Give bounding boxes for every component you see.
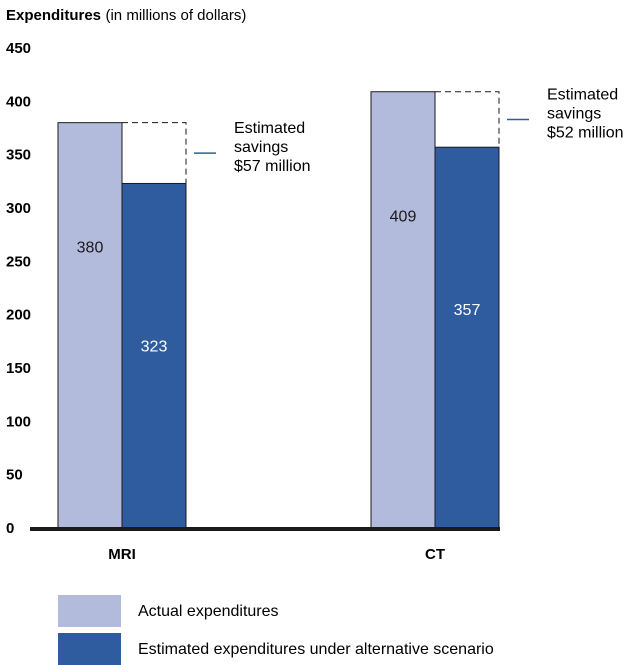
y-axis-title: Expenditures (in millions of dollars) (6, 7, 246, 24)
legend-label-actual: Actual expenditures (138, 603, 279, 620)
y-tick-label: 50 (6, 467, 23, 484)
mri-value-label-actual: 380 (77, 240, 104, 257)
mri-bar-estimated (121, 182, 187, 529)
legend-label-estimated: Estimated expenditures under alternative… (138, 641, 494, 658)
y-tick-label: 350 (6, 147, 31, 164)
y-tick-label: 100 (6, 413, 31, 430)
mri-bar-actual (57, 122, 123, 529)
y-tick-label: 300 (6, 200, 31, 217)
bars-group: 380 323 409 357 (57, 91, 500, 529)
mri-value-label-estimated: 323 (141, 338, 168, 355)
category-label-mri: MRI (108, 546, 136, 563)
y-tick-label: 400 (6, 93, 31, 110)
mri-savings-annotation: Estimated savings $57 million (234, 120, 310, 175)
ct-bar-estimated (434, 146, 500, 529)
y-axis-label: Expenditures (6, 7, 101, 24)
category-label-ct: CT (425, 546, 445, 563)
mri-savings-outline (122, 122, 187, 184)
y-axis-unit: (in millions of dollars) (105, 7, 246, 24)
ct-bar-actual (370, 91, 436, 529)
y-tick-label: 200 (6, 307, 31, 324)
ct-value-label-actual: 409 (390, 209, 417, 226)
y-tick-label: 450 (6, 40, 31, 57)
ct-savings-outline (435, 91, 500, 148)
ct-value-label-estimated: 357 (454, 302, 481, 319)
legend-swatch-actual (58, 595, 121, 627)
category-labels: MRI CT (108, 546, 445, 563)
legend: Actual expenditures Estimated expenditure… (58, 595, 494, 665)
legend-swatch-estimated (58, 633, 121, 665)
y-axis-ticks: 0 50 100 150 200 250 300 350 400 450 (6, 40, 31, 537)
y-tick-label: 150 (6, 360, 31, 377)
y-tick-label: 0 (6, 520, 14, 537)
y-tick-label: 250 (6, 253, 31, 270)
annotations-group: Estimated savings $57 million Estimated savi… (122, 86, 623, 184)
ct-savings-annotation: Estimated savings $52 million (547, 86, 623, 141)
